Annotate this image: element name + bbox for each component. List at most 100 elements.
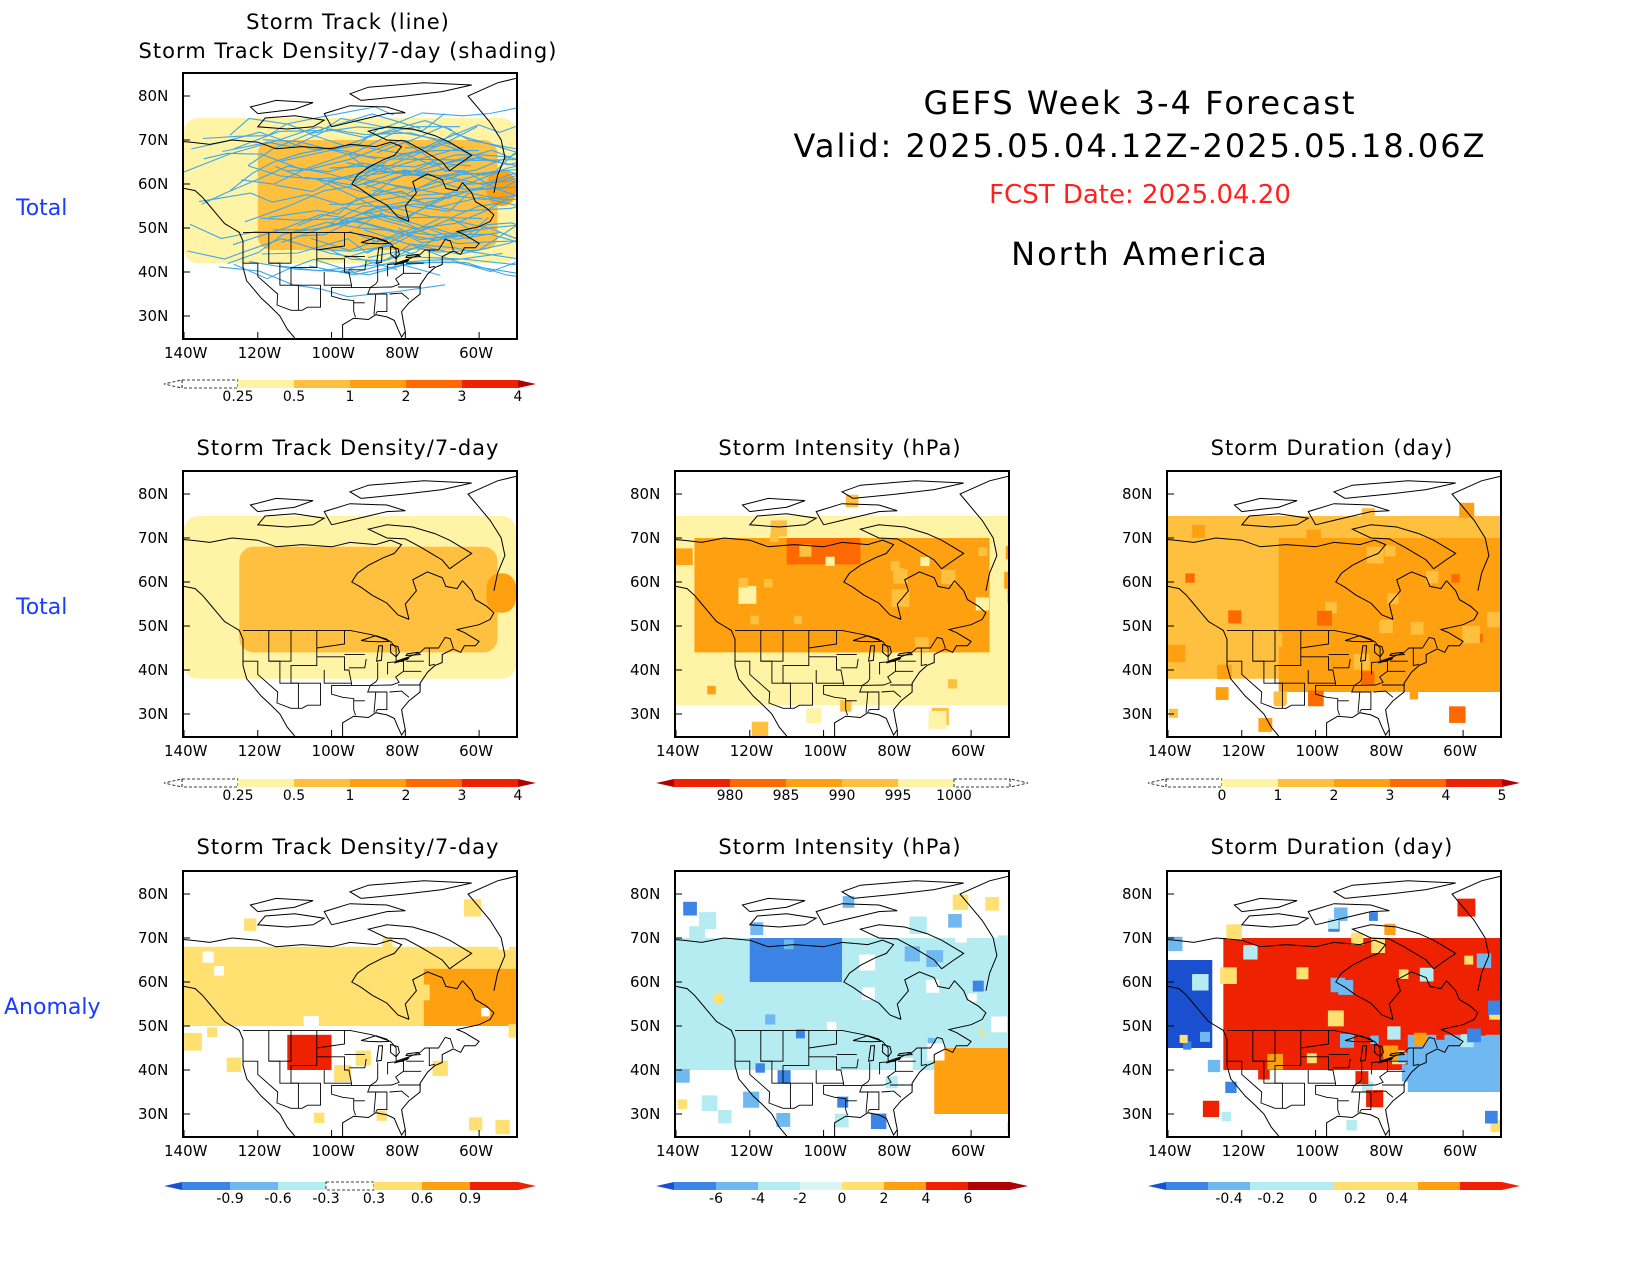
p4-cell xyxy=(1379,619,1393,634)
p7-coastlines xyxy=(1168,875,1500,1136)
p3-cell xyxy=(793,615,802,624)
p7-cell xyxy=(1384,923,1396,935)
cb3-swatch xyxy=(674,779,730,787)
p7-map-svg xyxy=(1168,875,1500,1136)
cb5-left-tip xyxy=(164,1182,182,1190)
p7-border-line xyxy=(1300,1030,1329,1049)
cb6-swatch xyxy=(674,1182,716,1190)
p3-lake xyxy=(852,635,882,643)
lat-tick-label: 40N xyxy=(138,1061,169,1079)
p7-cell xyxy=(1485,1110,1498,1124)
lat-tick-label: 70N xyxy=(1122,929,1153,947)
p3-cell xyxy=(902,602,914,614)
cb6-tick-label: -6 xyxy=(709,1191,723,1207)
p2-border-line xyxy=(367,662,379,693)
map-panel-duration-anomaly xyxy=(1166,870,1502,1138)
p5-cell xyxy=(376,1110,387,1121)
cb5-tick-label: -0.3 xyxy=(312,1191,340,1207)
p1-track-line xyxy=(240,131,469,185)
cb6-swatch xyxy=(884,1182,926,1190)
p6-cell xyxy=(777,1070,791,1084)
p1-coast-line xyxy=(348,82,472,101)
cb5-tick-label: 0.3 xyxy=(362,1191,386,1207)
p1-lake xyxy=(405,253,422,259)
p1-track-line xyxy=(297,207,516,232)
cb7-swatch xyxy=(1208,1182,1250,1190)
cb5-swatch xyxy=(182,1182,230,1190)
cb7-swatch xyxy=(1250,1182,1292,1190)
p7-cell xyxy=(1362,1081,1374,1093)
p7-cell xyxy=(1192,974,1209,991)
p1-track-line xyxy=(281,144,479,162)
p2-coastlines xyxy=(184,475,516,736)
cb4-svg xyxy=(1147,778,1520,788)
p5-lake xyxy=(360,1035,390,1043)
p3-cell xyxy=(799,544,812,557)
p6-coast-line xyxy=(840,880,964,899)
p3-lake xyxy=(897,651,914,657)
p4-border-line xyxy=(1300,630,1329,649)
p7-cell xyxy=(1457,898,1476,917)
cb3-right-tip xyxy=(1009,778,1029,788)
cb2-swatch xyxy=(350,779,406,787)
p1-track-line xyxy=(310,197,509,251)
p5-cell xyxy=(495,1119,510,1135)
cb2-swatch xyxy=(406,779,462,787)
p3-border-line xyxy=(760,660,791,709)
p4-cell xyxy=(1317,610,1332,626)
p4-map-svg xyxy=(1168,475,1500,736)
p6-cell xyxy=(968,993,977,1003)
p7-shading xyxy=(1168,898,1500,1133)
p1-track-line xyxy=(386,239,516,261)
p4-shade-region-1 xyxy=(1278,538,1500,692)
p7-cell xyxy=(1414,1032,1427,1046)
p3-cell xyxy=(825,556,835,566)
cb3-tick-label: 980 xyxy=(716,788,744,804)
cb5-tick-label: 0.6 xyxy=(410,1191,434,1207)
cb2-swatch xyxy=(238,779,294,787)
p3-coast-line xyxy=(676,585,788,736)
cb3-tick-label: 995 xyxy=(884,788,912,804)
lon-tick-label: 80W xyxy=(385,742,420,760)
p3-coastlines xyxy=(676,475,1008,736)
cb7-swatch xyxy=(1292,1182,1334,1190)
cb4-swatch xyxy=(1390,779,1446,787)
cb6-tick-label: 2 xyxy=(879,1191,889,1207)
p3-border-line xyxy=(840,658,859,669)
p6-border-line xyxy=(760,1060,791,1109)
p6-cell xyxy=(862,987,875,1000)
p7-border-line xyxy=(1412,1048,1419,1067)
p2-coast-line xyxy=(467,475,516,591)
cb3-swatch xyxy=(953,778,1011,788)
p1-lake xyxy=(394,259,410,266)
p3-cell xyxy=(890,678,906,694)
p3-lake xyxy=(882,643,892,658)
cb7-left-tip xyxy=(1148,1182,1166,1190)
p5-cell xyxy=(207,1027,218,1038)
lat-tick-label: 80N xyxy=(630,485,661,503)
p5-coast-line xyxy=(256,913,326,928)
p7-cell xyxy=(1296,967,1309,980)
fcst-date: FCST Date: 2025.04.20 xyxy=(989,180,1291,210)
p7-coast-line xyxy=(1307,903,1390,926)
p7-cell xyxy=(1477,1026,1486,1036)
p2-border-line xyxy=(370,670,404,686)
p5-coast-line xyxy=(323,903,406,926)
p5-shade-region-2 xyxy=(287,1034,332,1070)
p4-coast-line xyxy=(1388,571,1447,620)
lat-tick-label: 50N xyxy=(138,219,169,237)
p7-border-line xyxy=(1307,1070,1336,1084)
p4-cell xyxy=(1217,664,1232,680)
p1-coast-line xyxy=(366,126,473,172)
cb2-right-tip xyxy=(518,779,536,787)
p3-cell xyxy=(747,528,757,538)
lon-tick-label: 80W xyxy=(385,344,420,362)
p6-cell xyxy=(683,901,697,916)
lon-tick-label: 120W xyxy=(237,742,282,760)
p5-cell xyxy=(314,1112,325,1124)
lon-tick-label: 100W xyxy=(311,344,356,362)
lat-tick-label: 60N xyxy=(138,175,169,193)
p5-border-line xyxy=(243,1029,454,1062)
p4-cell xyxy=(1168,644,1186,663)
p3-lake xyxy=(886,657,902,664)
